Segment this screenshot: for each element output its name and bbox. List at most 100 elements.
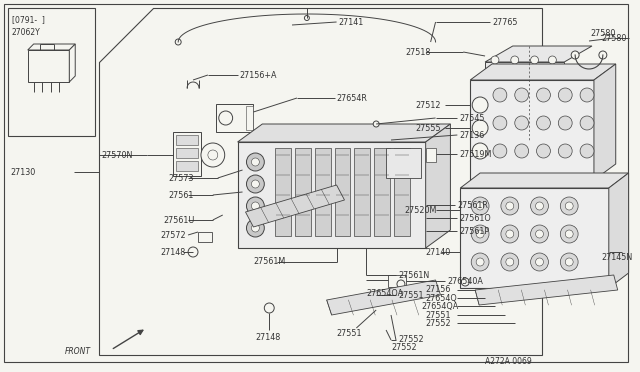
Circle shape xyxy=(252,224,259,232)
Circle shape xyxy=(208,150,218,160)
Circle shape xyxy=(506,258,514,266)
Circle shape xyxy=(515,144,529,158)
Circle shape xyxy=(536,116,550,130)
Circle shape xyxy=(188,247,198,257)
Circle shape xyxy=(175,39,181,45)
Text: 27551: 27551 xyxy=(337,328,362,337)
Text: 276540A: 276540A xyxy=(447,276,483,285)
Text: 27156: 27156 xyxy=(426,285,451,295)
Circle shape xyxy=(252,202,259,210)
Bar xyxy=(386,148,420,178)
Bar xyxy=(216,104,253,132)
Text: 27551: 27551 xyxy=(398,291,424,299)
Circle shape xyxy=(476,258,484,266)
Bar xyxy=(198,232,212,242)
Text: 27141: 27141 xyxy=(339,17,364,26)
Circle shape xyxy=(536,88,550,102)
Text: 27520M: 27520M xyxy=(404,205,436,215)
Text: 27561N: 27561N xyxy=(398,270,429,279)
Circle shape xyxy=(548,56,556,64)
Circle shape xyxy=(506,202,514,210)
Text: 27654R: 27654R xyxy=(337,93,367,103)
Text: 27136: 27136 xyxy=(460,131,484,140)
Text: 27561: 27561 xyxy=(168,190,194,199)
Circle shape xyxy=(493,116,507,130)
Circle shape xyxy=(558,144,572,158)
Text: 27580: 27580 xyxy=(602,33,627,42)
Circle shape xyxy=(501,225,518,243)
Text: 27156+A: 27156+A xyxy=(239,71,277,80)
Circle shape xyxy=(536,144,550,158)
Polygon shape xyxy=(426,124,451,248)
Text: 27580: 27580 xyxy=(590,29,616,38)
Text: 27561U: 27561U xyxy=(163,215,195,224)
Bar xyxy=(460,188,609,288)
Polygon shape xyxy=(99,8,543,355)
Circle shape xyxy=(599,51,607,59)
Circle shape xyxy=(246,153,264,171)
Circle shape xyxy=(558,88,572,102)
Bar xyxy=(246,106,253,130)
Bar xyxy=(470,80,594,180)
Circle shape xyxy=(565,230,573,238)
Circle shape xyxy=(531,56,538,64)
Bar xyxy=(275,148,291,236)
Text: 27148: 27148 xyxy=(255,334,281,343)
Circle shape xyxy=(515,116,529,130)
Polygon shape xyxy=(594,64,616,180)
Polygon shape xyxy=(69,44,76,82)
Circle shape xyxy=(515,88,529,102)
Circle shape xyxy=(565,202,573,210)
Text: 27561M: 27561M xyxy=(253,257,285,266)
Circle shape xyxy=(560,197,578,215)
Text: 27552: 27552 xyxy=(398,336,424,344)
Bar xyxy=(388,275,406,287)
Text: 27561O: 27561O xyxy=(460,214,491,222)
Circle shape xyxy=(373,121,379,127)
Circle shape xyxy=(476,202,484,210)
Bar xyxy=(176,148,198,158)
Bar xyxy=(28,50,69,82)
Circle shape xyxy=(461,278,469,286)
Bar xyxy=(315,148,331,236)
Text: 27654QA: 27654QA xyxy=(422,301,459,311)
Text: 27552: 27552 xyxy=(391,343,417,353)
Circle shape xyxy=(491,56,499,64)
Circle shape xyxy=(472,120,488,136)
Polygon shape xyxy=(470,64,616,80)
Polygon shape xyxy=(485,46,592,62)
Bar xyxy=(374,148,390,236)
Circle shape xyxy=(501,197,518,215)
Circle shape xyxy=(252,158,259,166)
Circle shape xyxy=(397,280,405,288)
Text: 27573: 27573 xyxy=(168,173,194,183)
Bar xyxy=(176,135,198,145)
Text: 27654Q: 27654Q xyxy=(426,294,458,302)
Text: 27145N: 27145N xyxy=(602,253,633,263)
Circle shape xyxy=(511,56,518,64)
Circle shape xyxy=(560,225,578,243)
Text: 27561P: 27561P xyxy=(460,227,490,235)
Polygon shape xyxy=(326,280,440,315)
Text: 27130: 27130 xyxy=(10,167,35,176)
Polygon shape xyxy=(460,173,628,188)
Circle shape xyxy=(580,144,594,158)
Circle shape xyxy=(531,253,548,271)
Text: 27140: 27140 xyxy=(426,247,451,257)
Circle shape xyxy=(536,202,543,210)
Polygon shape xyxy=(609,173,628,288)
Circle shape xyxy=(531,197,548,215)
Circle shape xyxy=(536,230,543,238)
Circle shape xyxy=(472,97,488,113)
Circle shape xyxy=(560,253,578,271)
Bar xyxy=(426,148,436,162)
Circle shape xyxy=(246,197,264,215)
Circle shape xyxy=(471,197,489,215)
Bar xyxy=(355,148,370,236)
Polygon shape xyxy=(28,44,76,50)
Circle shape xyxy=(531,225,548,243)
Circle shape xyxy=(264,303,274,313)
Text: 27148: 27148 xyxy=(161,247,186,257)
Circle shape xyxy=(571,51,579,59)
Polygon shape xyxy=(475,275,618,305)
